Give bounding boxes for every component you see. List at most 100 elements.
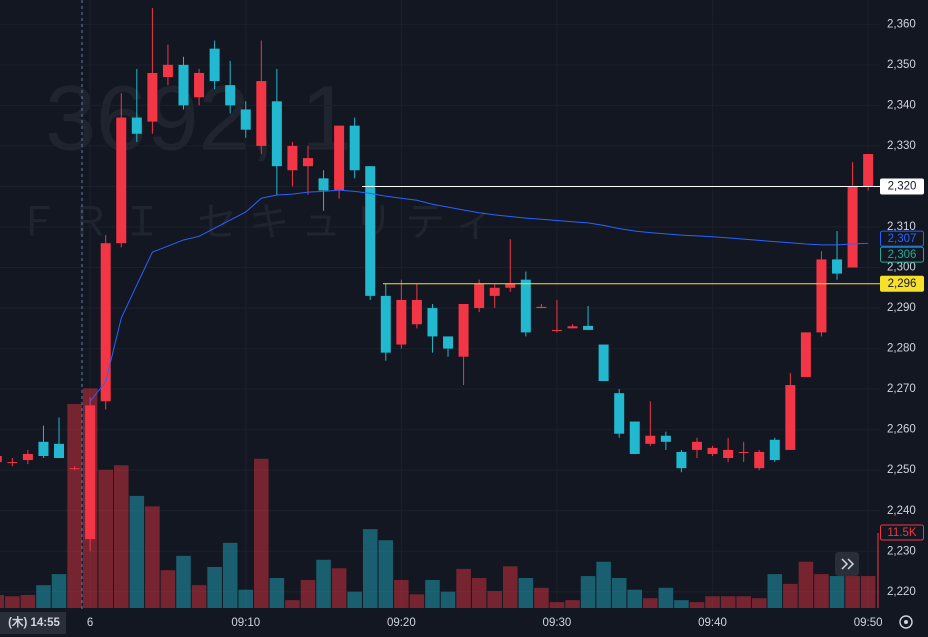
volume-pane — [0, 388, 876, 608]
volume-bar — [145, 506, 160, 608]
volume-bar — [316, 559, 331, 608]
candle-body — [69, 468, 80, 470]
volume-bar — [20, 594, 36, 608]
volume-bar — [689, 602, 705, 608]
volume-bar — [113, 465, 129, 608]
candle-body — [38, 441, 49, 456]
volume-bar — [98, 469, 113, 608]
settings-icon[interactable] — [899, 615, 913, 629]
candle-body — [489, 287, 500, 296]
candles — [0, 8, 874, 552]
volume-bar — [160, 570, 176, 608]
candle-body — [349, 125, 360, 171]
candle-body — [676, 451, 687, 469]
x-tick-label: 09:30 — [543, 617, 572, 629]
x-tick-label: 6 — [87, 617, 93, 629]
y-tick-label: 2,220 — [887, 586, 916, 598]
candle-body — [380, 295, 391, 353]
volume-bar — [207, 566, 222, 608]
ma-label-box — [880, 230, 924, 247]
volume-bar — [736, 596, 751, 608]
candle-body — [505, 283, 516, 288]
settings-button[interactable] — [899, 615, 913, 629]
volume-label: 11.5K — [887, 527, 917, 539]
candle-body — [816, 259, 827, 333]
volume-label-box — [880, 524, 924, 541]
x-tick-label: 09:10 — [231, 617, 260, 629]
y-tick-label: 2,330 — [887, 140, 916, 152]
candle-body — [629, 421, 640, 454]
overlay: 2,220 2,230 2,240 2,250 2,260 2,270 2,280 2,290… — [89, 18, 924, 608]
volume-bar — [814, 574, 829, 608]
candle-body — [100, 243, 111, 402]
candle-body — [754, 451, 765, 469]
time-axis — [0, 612, 928, 637]
volume-bar — [67, 404, 82, 608]
candle-body — [769, 439, 780, 461]
candle-body — [147, 72, 158, 122]
candle-body — [365, 166, 376, 296]
volume-bar — [845, 576, 860, 608]
y-tick-label: 2,300 — [887, 262, 916, 274]
candle-body — [162, 64, 173, 78]
volume-bar — [269, 578, 285, 608]
scroll-button[interactable] — [835, 552, 859, 576]
candle-body — [443, 336, 454, 349]
volume-bar — [549, 602, 565, 608]
volume-bar — [362, 529, 378, 608]
volume-bar — [534, 587, 549, 608]
candle-body — [536, 306, 547, 309]
candle-body — [225, 85, 236, 106]
volume-bar — [627, 589, 643, 608]
y-tick-label: 2,350 — [887, 59, 916, 71]
y-tick-label: 2,250 — [887, 464, 916, 476]
y-tick-label: 2,280 — [887, 343, 916, 355]
volume-bar — [440, 591, 456, 608]
candle-body — [240, 109, 251, 130]
volume-bar — [751, 598, 767, 608]
volume-bar — [502, 566, 518, 608]
candle-body — [287, 145, 298, 171]
candle-body — [800, 332, 811, 377]
crosshair-box — [0, 612, 66, 634]
candle-body — [847, 186, 858, 268]
candle-body — [411, 299, 422, 325]
volume-bar — [518, 578, 534, 608]
volume-bar — [783, 583, 798, 608]
volume-bar — [5, 596, 20, 608]
candle-body — [567, 326, 578, 329]
volume-bar — [129, 495, 145, 608]
candle-body — [474, 283, 485, 309]
crosshair-label: (木) 14:55 — [8, 615, 60, 629]
volume-bar — [674, 600, 689, 608]
price-label-box — [880, 275, 924, 292]
settings-dot[interactable] — [904, 620, 908, 624]
y-tick-label: 2,290 — [887, 302, 916, 314]
price-label-box — [880, 178, 924, 195]
y-tick-label: 2,240 — [887, 505, 916, 517]
candle-body — [334, 125, 345, 191]
price-label: 2,320 — [888, 180, 917, 192]
volume-bar — [409, 594, 425, 608]
volume-bar — [176, 555, 191, 608]
candle-body — [660, 435, 671, 442]
vwap-line — [89, 189, 869, 402]
volume-bar — [471, 578, 487, 608]
price-label: 2,296 — [888, 278, 917, 290]
volume-bar — [285, 600, 300, 608]
y-tick-label: 2,340 — [887, 99, 916, 111]
candle-body — [85, 405, 96, 540]
candle-body — [116, 117, 127, 244]
candle-body — [520, 279, 531, 333]
volume-bar — [425, 579, 440, 608]
volume-bar — [347, 591, 362, 608]
volume-bar — [798, 561, 814, 608]
scroll-icon[interactable] — [841, 558, 855, 570]
ma-label: 2,307 — [888, 233, 917, 245]
volume-bar — [191, 585, 207, 608]
volume-bar — [643, 598, 658, 608]
candle-body — [863, 154, 874, 187]
candle-body — [707, 447, 718, 454]
volume-bar — [720, 596, 736, 608]
